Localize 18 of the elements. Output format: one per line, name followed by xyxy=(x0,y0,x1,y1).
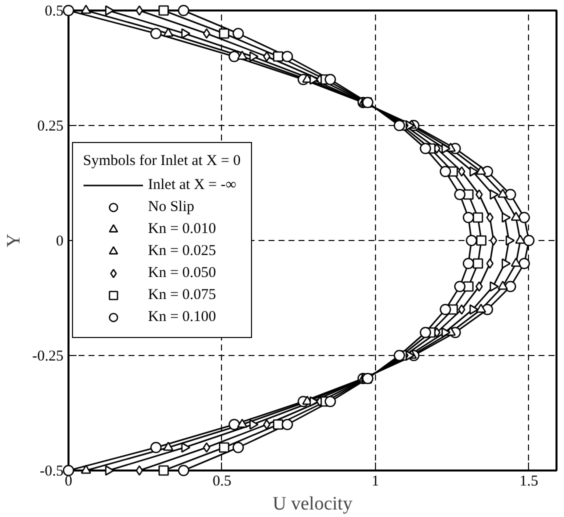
legend-label: No Slip xyxy=(148,198,194,216)
x-tick-label: 1.5 xyxy=(520,474,538,490)
y-tick-label: 0 xyxy=(56,234,64,250)
legend-label: Kn = 0.100 xyxy=(148,308,216,326)
y-axis-title: Y xyxy=(3,233,24,248)
y-tick-label: -0.5 xyxy=(40,464,64,480)
legend-label: Kn = 0.025 xyxy=(148,242,216,260)
legend-label: Kn = 0.050 xyxy=(148,264,216,282)
legend-title: Symbols for Inlet at X = 0 xyxy=(83,153,241,170)
y-tick-label: 0.5 xyxy=(44,4,64,20)
x-tick-label: 0.5 xyxy=(212,474,232,490)
x-tick-label: 1 xyxy=(372,474,380,490)
legend-label: Kn = 0.010 xyxy=(148,220,216,238)
y-tick-label: 0.25 xyxy=(37,118,64,134)
legend-label: Kn = 0.075 xyxy=(148,286,216,304)
legend-label: Inlet at X = -∞ xyxy=(148,176,236,194)
y-tick-label: -0.25 xyxy=(32,348,64,364)
x-axis-title: U velocity xyxy=(272,494,353,514)
